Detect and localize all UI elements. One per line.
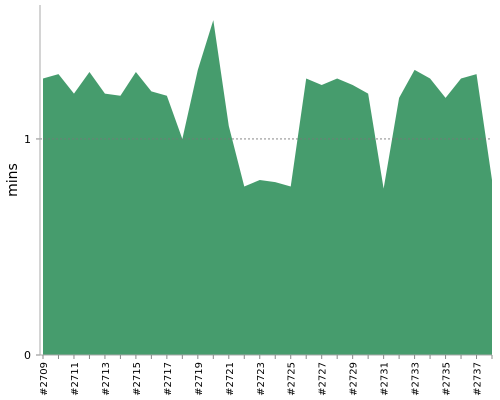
y-tick-label: 1 (24, 133, 31, 146)
x-tick-label: #2715 (132, 362, 143, 396)
y-axis-label: mins (5, 163, 21, 197)
x-tick-label: #2737 (473, 362, 484, 396)
x-tick-label: #2723 (256, 362, 267, 396)
x-tick-label: #2711 (70, 362, 81, 396)
x-tick-label: #2725 (287, 362, 298, 396)
y-tick-label: 0 (24, 349, 31, 362)
x-tick-label: #2717 (163, 362, 174, 396)
x-tick-label: #2733 (411, 362, 422, 396)
x-tick-label: #2729 (349, 362, 360, 396)
x-tick-label: #2709 (39, 362, 50, 396)
x-tick-label: #2713 (101, 362, 112, 396)
x-tick-label: #2721 (225, 362, 236, 396)
x-tick-label: #2735 (442, 362, 453, 396)
area (43, 20, 492, 356)
x-tick-label: #2719 (194, 362, 205, 396)
x-tick-label: #2731 (380, 362, 391, 396)
x-tick-label: #2727 (318, 362, 329, 396)
